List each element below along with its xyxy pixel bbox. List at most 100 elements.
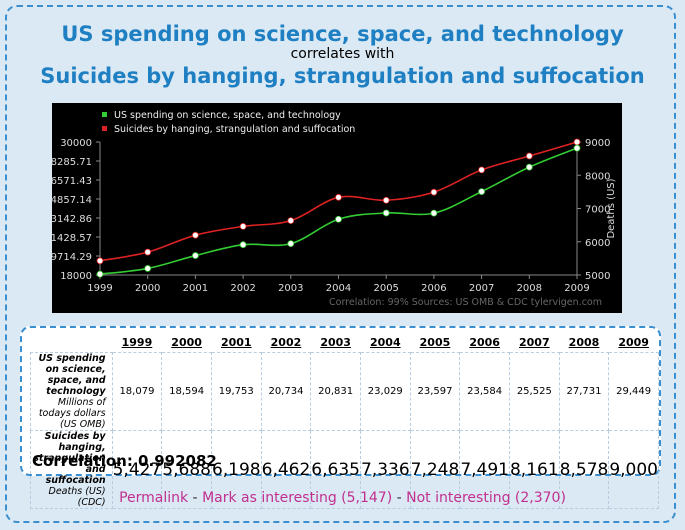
row2-cell: 7,336: [359, 430, 411, 509]
row2-label: Suicides by hanging, strangulation and s…: [30, 430, 113, 509]
title-line-2: Suicides by hanging, strangulation and s…: [40, 64, 645, 88]
right-tick-label: 8000: [585, 171, 610, 182]
left-tick-label: 26571.43: [52, 176, 92, 187]
correlates-text: correlates with: [290, 46, 395, 62]
series-2-point: [96, 257, 104, 265]
left-tick-label: 23142.86: [52, 214, 92, 225]
left-tick-label: 24857.14: [52, 195, 92, 206]
year-header: 2008: [568, 335, 600, 349]
title-line-1: US spending on science, space, and techn…: [61, 22, 624, 46]
year-header: 2009: [618, 335, 649, 349]
row1-cell: 20,734: [260, 352, 312, 431]
row1-cell: 19,753: [210, 352, 262, 431]
x-tick-label: 2009: [564, 283, 589, 294]
footer-separator: -: [392, 490, 407, 506]
series-1-point: [382, 209, 390, 217]
year-header: 2005: [419, 335, 451, 349]
row1-cell: 23,029: [359, 352, 411, 431]
x-tick-label: 2007: [469, 283, 494, 294]
row1-cell: 25,525: [508, 352, 560, 431]
row1-cell: 23,597: [409, 352, 461, 431]
series-2-point: [335, 193, 342, 201]
x-tick-label: 2001: [183, 283, 208, 294]
right-tick-label: 7000: [585, 205, 610, 216]
outer-frame: [5, 5, 676, 523]
year-header: 2007: [519, 335, 550, 349]
x-tick-label: 2003: [278, 283, 303, 294]
legend-label-1: US spending on science, space, and techn…: [114, 110, 341, 121]
left-tick-label: 28285.71: [52, 157, 92, 168]
legend-label-2: Suicides by hanging, strangulation and s…: [114, 124, 355, 135]
row1-title: US spending on science, space, and techn…: [38, 353, 106, 397]
series-1-point: [191, 252, 199, 259]
series-1-point: [335, 215, 342, 223]
row2-cell: 8,161: [508, 430, 560, 509]
series-2-point: [430, 188, 438, 196]
left-tick-label: 18000: [60, 271, 92, 282]
row2-cell: 9,000: [608, 430, 659, 509]
correlation-chart: 30000 28285.71 26571.43 24857.14 23142.86 214…: [52, 103, 622, 313]
chart-background: [52, 103, 622, 313]
left-tick-label: 19714.29: [52, 252, 92, 263]
year-header: 2001: [220, 335, 252, 349]
series-2-point: [191, 231, 199, 239]
row2-cell: 6,462: [260, 430, 312, 509]
x-tick-label: 2005: [373, 283, 398, 294]
x-tick-label: 2004: [326, 283, 351, 294]
year-header: 2004: [369, 335, 401, 349]
series-1-point: [573, 144, 581, 152]
series-2-point: [382, 196, 390, 204]
footer-links: Permalink - Mark as interesting (5,147) …: [0, 490, 685, 506]
year-header: 1999: [121, 335, 153, 349]
data-table-panel: 1999 2000 2001 2002 2003 2004 2005 2006 2007 2008…: [20, 326, 661, 509]
x-tick-label: 2006: [421, 283, 446, 294]
right-tick-label: 5000: [585, 271, 610, 282]
permalink-link[interactable]: Permalink: [119, 490, 189, 506]
legend-swatch-2: [102, 126, 107, 131]
series-2-point: [239, 222, 247, 230]
year-header: 2000: [171, 335, 202, 349]
right-tick-label: 9000: [585, 138, 610, 149]
series-2-point: [144, 248, 152, 256]
row2-cell: 6,635: [310, 430, 361, 509]
row1-label: US spending on science, space, and techn…: [30, 352, 113, 431]
x-tick-label: 2002: [230, 283, 255, 294]
series-1-point: [96, 270, 104, 278]
not-interesting-link[interactable]: Not interesting (2,370): [406, 490, 566, 506]
mark-interesting-link[interactable]: Mark as interesting (5,147): [202, 490, 393, 506]
right-axis-label: Deaths (US): [606, 178, 617, 238]
correlation-value: Correlation: 0.992082: [32, 452, 217, 470]
series-1-point: [287, 240, 295, 248]
row2-title: Suicides by hanging, strangulation and s…: [33, 431, 106, 486]
x-tick-label: 1999: [87, 283, 112, 294]
series-1-point: [430, 209, 438, 217]
chart-watermark: Correlation: 99% Sources: US OMB & CDC t…: [329, 297, 602, 308]
left-tick-label: 21428.57: [52, 233, 92, 244]
series-2-point: [287, 217, 295, 225]
series-1-point: [478, 188, 486, 195]
row1-cell: 29,449: [608, 352, 659, 431]
series-2-point: [525, 152, 533, 160]
row1-cell: 20,831: [310, 352, 361, 431]
row1-cell: 18,079: [111, 352, 163, 431]
row1-cell: 18,594: [161, 352, 212, 431]
row1-cell: 23,584: [459, 352, 510, 431]
year-header: 2002: [270, 335, 302, 349]
series-1-point: [525, 163, 533, 171]
row2-cell: 7,248: [409, 430, 461, 509]
data-table: 1999 2000 2001 2002 2003 2004 2005 2006 2007 2008…: [30, 332, 659, 509]
year-header: 2003: [320, 335, 351, 349]
legend-swatch-1: [102, 112, 107, 117]
x-tick-label: 2008: [517, 283, 542, 294]
row2-cell: 8,578: [558, 430, 610, 509]
row1-cell: 27,731: [558, 352, 610, 431]
year-header: 2006: [469, 335, 500, 349]
series-1-point: [144, 265, 152, 272]
x-tick-label: 2000: [135, 283, 160, 294]
row1-unit: Millions of todays dollars (US OMB): [38, 397, 106, 430]
left-tick-label: 30000: [60, 138, 92, 149]
row2-cell: 5,427: [111, 430, 163, 509]
row2-unit: Deaths (US) (CDC): [48, 486, 106, 508]
right-tick-label: 6000: [585, 238, 610, 249]
row2-cell: 6,198: [210, 430, 262, 509]
